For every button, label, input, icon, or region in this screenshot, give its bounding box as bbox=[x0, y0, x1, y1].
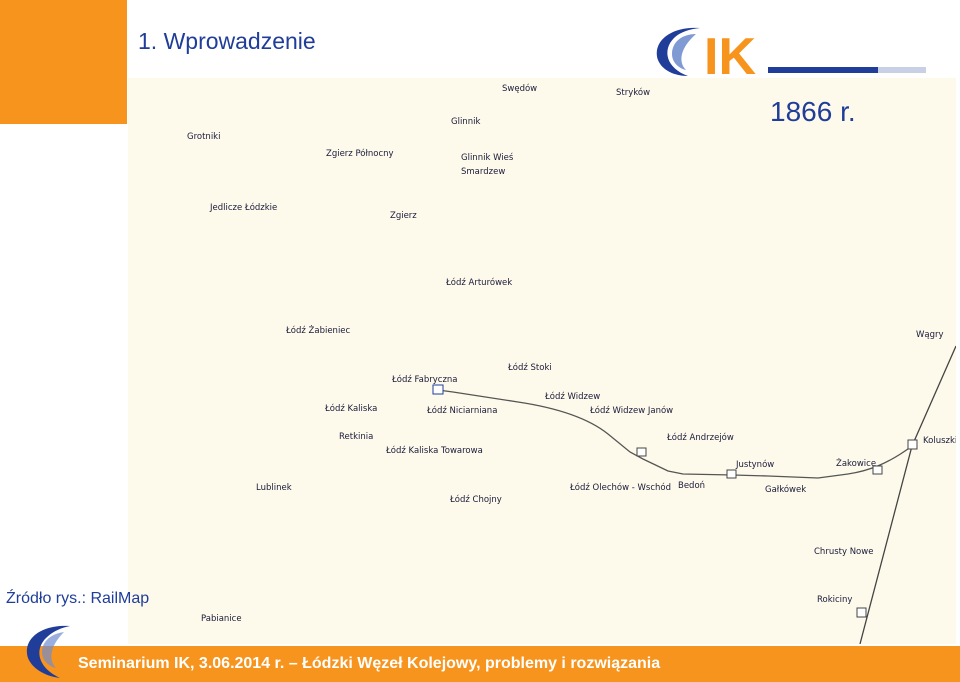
station-label: Łódź Żabieniec bbox=[285, 325, 351, 336]
station-label: Łódź Kaliska bbox=[324, 403, 377, 414]
map-year: 1866 r. bbox=[770, 96, 856, 127]
station-label: Jedlicze Łódzkie bbox=[209, 202, 277, 213]
station-label: Justynów bbox=[735, 459, 774, 470]
slide-title: 1. Wprowadzenie bbox=[138, 28, 316, 54]
station-label: Łódź Olechów - Wschód bbox=[569, 482, 671, 493]
station-label: Chrusty Nowe bbox=[814, 547, 873, 557]
station-marker bbox=[872, 465, 883, 475]
station-label: Gałkówek bbox=[765, 484, 806, 495]
station-marker bbox=[726, 469, 737, 479]
station-label: Stryków bbox=[616, 87, 650, 98]
station-label: Bedoń bbox=[678, 481, 705, 491]
station-label: Smardzew bbox=[461, 167, 505, 177]
railway-map: Swędów Stryków Glinnik Grotniki Zgierz P… bbox=[128, 78, 956, 644]
station-marker bbox=[636, 447, 647, 457]
rail-line-warsaw-vienna bbox=[859, 345, 956, 644]
station-label: Glinnik bbox=[451, 117, 480, 127]
footer-logo-swoosh bbox=[26, 625, 70, 678]
station-marker-rokiciny bbox=[856, 607, 867, 618]
station-marker-koluszki bbox=[907, 439, 918, 450]
station-label: Łódź Widzew Janów bbox=[589, 405, 673, 416]
station-label: Glinnik Wieś bbox=[461, 152, 514, 163]
station-label: Retkinia bbox=[339, 432, 373, 442]
ik-logo: IK bbox=[656, 27, 926, 80]
station-label: Lublinek bbox=[256, 483, 292, 493]
source-caption: Źródło rys.: RailMap bbox=[6, 590, 150, 607]
station-label: Łódź Chojny bbox=[449, 494, 502, 505]
station-label: Grotniki bbox=[187, 132, 220, 142]
station-label: Łódź Stoki bbox=[507, 362, 552, 373]
station-label: Pabianice bbox=[201, 614, 242, 624]
footer-text: Seminarium IK, 3.06.2014 r. – Łódzki Węz… bbox=[78, 655, 661, 672]
station-label: Swędów bbox=[502, 83, 537, 94]
station-label: Łódź Niciarniana bbox=[426, 405, 497, 416]
station-label: Łódź Kaliska Towarowa bbox=[385, 445, 483, 456]
station-label: Żakowice bbox=[836, 458, 876, 469]
footer-bar: Seminarium IK, 3.06.2014 r. – Łódzki Węz… bbox=[0, 646, 960, 682]
station-label: Wągry bbox=[916, 330, 944, 340]
orange-corner-block bbox=[0, 0, 127, 124]
station-label: Rokiciny bbox=[817, 595, 852, 605]
logo-text: IK bbox=[704, 28, 756, 80]
station-label: Zgierz Północny bbox=[326, 148, 394, 159]
station-label: Zgierz bbox=[390, 211, 417, 221]
station-label: Łódź Andrzejów bbox=[666, 432, 734, 443]
station-label: Łódź Fabryczna bbox=[391, 374, 458, 385]
station-marker-lodz-fabryczna bbox=[432, 384, 444, 395]
station-label: Łódź Arturówek bbox=[445, 277, 512, 288]
station-label: Łódź Widzew bbox=[544, 391, 600, 402]
station-label: Koluszki bbox=[923, 436, 956, 446]
